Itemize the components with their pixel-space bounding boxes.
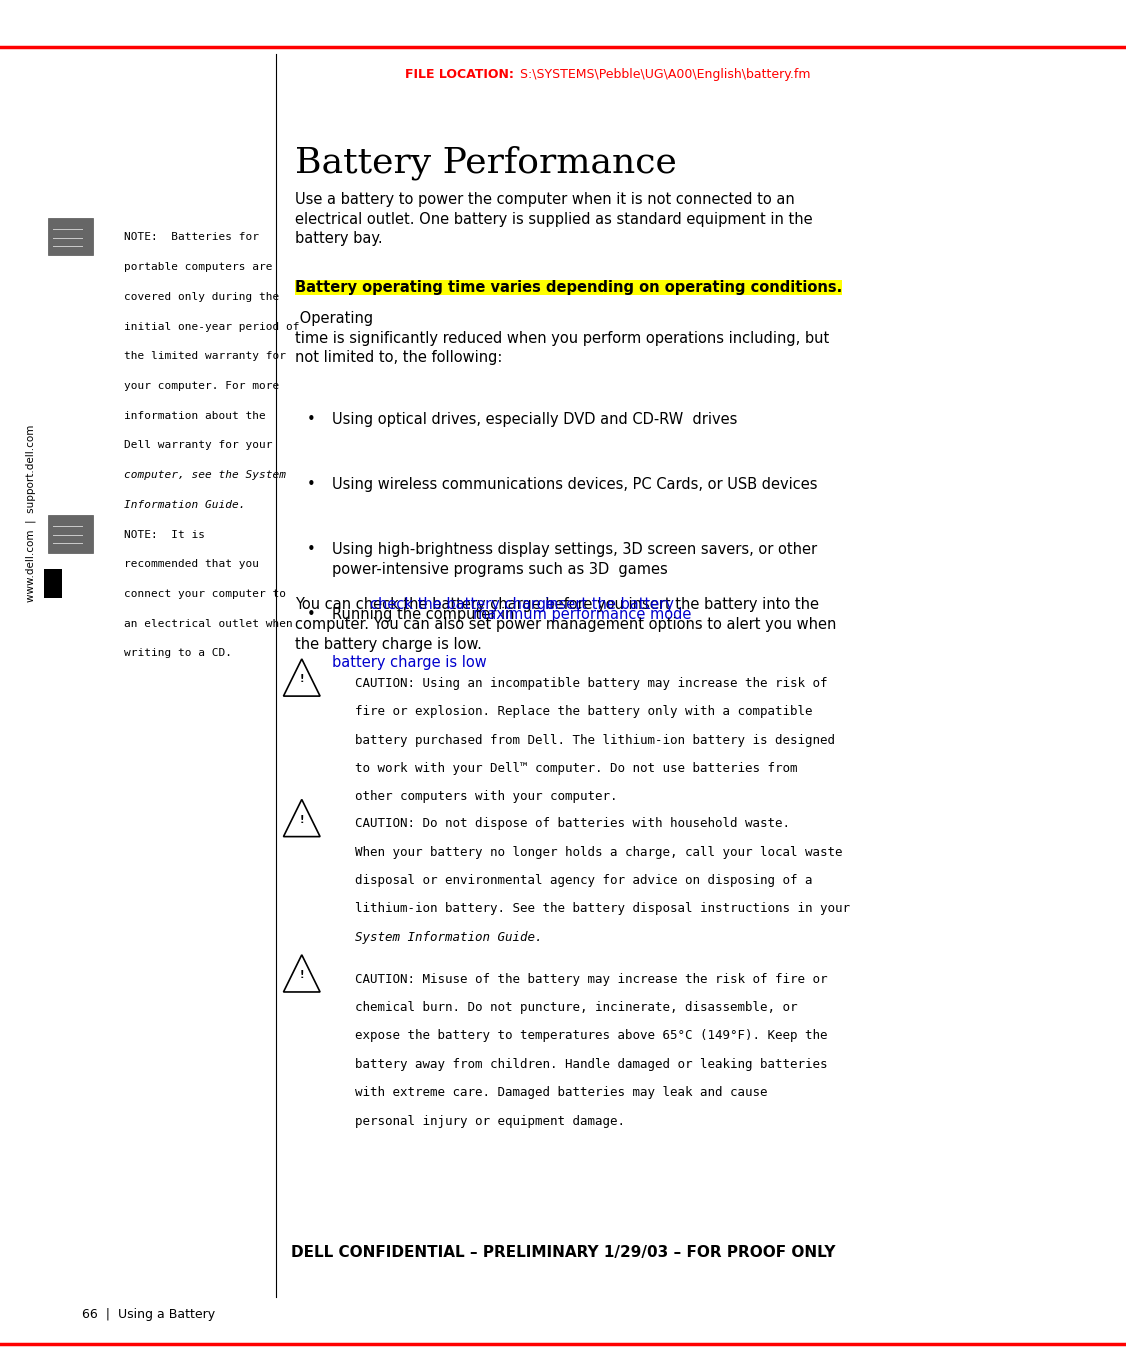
Text: your computer. For more: your computer. For more (124, 381, 279, 390)
Text: to work with your Dell™ computer. Do not use batteries from: to work with your Dell™ computer. Do not… (355, 762, 797, 775)
Text: fire or explosion. Replace the battery only with a compatible: fire or explosion. Replace the battery o… (355, 705, 812, 719)
Text: •: • (306, 542, 315, 557)
Text: recommended that you: recommended that you (124, 559, 259, 569)
Text: S:\SYSTEMS\Pebble\UG\A00\English\battery.fm: S:\SYSTEMS\Pebble\UG\A00\English\battery… (512, 68, 811, 81)
Polygon shape (284, 955, 320, 992)
Text: connect your computer to: connect your computer to (124, 589, 286, 598)
Text: •: • (306, 477, 315, 492)
Text: When your battery no longer holds a charge, call your local waste: When your battery no longer holds a char… (355, 846, 842, 859)
Text: with extreme care. Damaged batteries may leak and cause: with extreme care. Damaged batteries may… (355, 1086, 767, 1100)
Text: System Information Guide.: System Information Guide. (355, 931, 543, 944)
Text: disposal or environmental agency for advice on disposing of a: disposal or environmental agency for adv… (355, 874, 812, 888)
Text: Using high-brightness display settings, 3D screen savers, or other
power-intensi: Using high-brightness display settings, … (332, 542, 817, 577)
Text: Use a battery to power the computer when it is not connected to an
electrical ou: Use a battery to power the computer when… (295, 192, 813, 246)
Text: battery purchased from Dell. The lithium-ion battery is designed: battery purchased from Dell. The lithium… (355, 734, 834, 747)
Text: !: ! (300, 674, 304, 684)
Polygon shape (284, 659, 320, 696)
Text: covered only during the: covered only during the (124, 292, 279, 301)
Text: Using wireless communications devices, PC Cards, or USB devices: Using wireless communications devices, P… (332, 477, 817, 492)
Text: Using optical drives, especially DVD and CD-RW  drives: Using optical drives, especially DVD and… (332, 412, 738, 427)
Text: Dell warranty for your: Dell warranty for your (124, 440, 272, 450)
Text: maximum performance mode: maximum performance mode (473, 607, 691, 621)
Text: insert the battery: insert the battery (545, 597, 674, 612)
Text: •: • (306, 607, 315, 621)
Text: other computers with your computer.: other computers with your computer. (355, 790, 617, 804)
Text: battery away from children. Handle damaged or leaking batteries: battery away from children. Handle damag… (355, 1058, 828, 1071)
Text: writing to a CD.: writing to a CD. (124, 648, 232, 658)
Text: Battery Performance: Battery Performance (295, 146, 677, 181)
Text: information about the: information about the (124, 411, 266, 420)
Text: NOTE:  Batteries for: NOTE: Batteries for (124, 232, 259, 242)
Text: portable computers are: portable computers are (124, 262, 272, 272)
Text: check the battery charge: check the battery charge (369, 597, 555, 612)
Text: !: ! (300, 970, 304, 979)
Text: Battery operating time varies depending on operating conditions.: Battery operating time varies depending … (295, 280, 842, 295)
Text: CAUTION: Misuse of the battery may increase the risk of fire or: CAUTION: Misuse of the battery may incre… (355, 973, 828, 986)
Text: FILE LOCATION:: FILE LOCATION: (405, 68, 515, 81)
Text: an electrical outlet when: an electrical outlet when (124, 619, 293, 628)
Text: CAUTION: Do not dispose of batteries with household waste.: CAUTION: Do not dispose of batteries wit… (355, 817, 789, 831)
Text: You can check the battery charge before you insert the battery into the
computer: You can check the battery charge before … (295, 597, 837, 651)
Text: Running the computer in: Running the computer in (332, 607, 519, 621)
Bar (44, 569, 62, 598)
FancyBboxPatch shape (48, 515, 92, 553)
Text: Information Guide.: Information Guide. (124, 500, 245, 509)
Text: lithium-ion battery. See the battery disposal instructions in your: lithium-ion battery. See the battery dis… (355, 902, 850, 916)
Text: the limited warranty for: the limited warranty for (124, 351, 286, 361)
Text: www.dell.com  |  support.dell.com: www.dell.com | support.dell.com (25, 424, 36, 603)
Text: initial one-year period of: initial one-year period of (124, 322, 300, 331)
Text: personal injury or equipment damage.: personal injury or equipment damage. (355, 1115, 625, 1128)
Text: CAUTION: Using an incompatible battery may increase the risk of: CAUTION: Using an incompatible battery m… (355, 677, 828, 690)
Text: chemical burn. Do not puncture, incinerate, disassemble, or: chemical burn. Do not puncture, incinera… (355, 1001, 797, 1015)
Text: Operating
time is significantly reduced when you perform operations including, b: Operating time is significantly reduced … (295, 311, 829, 365)
Text: NOTE:  It is: NOTE: It is (124, 530, 205, 539)
Text: •: • (306, 412, 315, 427)
Text: 66  |  Using a Battery: 66 | Using a Battery (82, 1308, 215, 1321)
Text: expose the battery to temperatures above 65°C (149°F). Keep the: expose the battery to temperatures above… (355, 1029, 828, 1043)
Polygon shape (284, 800, 320, 836)
Text: battery charge is low: battery charge is low (332, 655, 486, 670)
FancyBboxPatch shape (48, 218, 92, 255)
Text: DELL CONFIDENTIAL – PRELIMINARY 1/29/03 – FOR PROOF ONLY: DELL CONFIDENTIAL – PRELIMINARY 1/29/03 … (291, 1244, 835, 1260)
Text: computer, see the System: computer, see the System (124, 470, 286, 480)
Text: !: ! (300, 815, 304, 824)
